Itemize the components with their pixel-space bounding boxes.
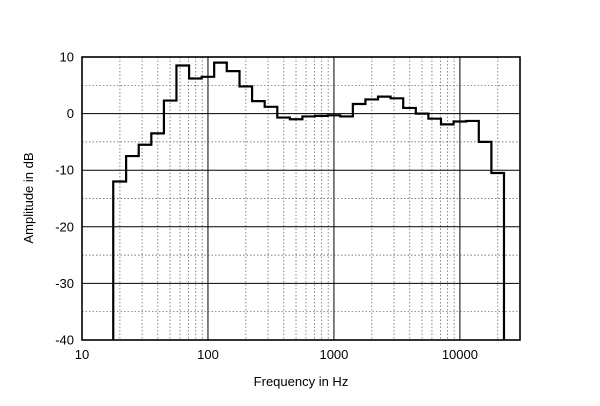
plot-frame: [81, 56, 521, 341]
y-axis-title: Amplitude in dB: [21, 152, 36, 243]
y-tick-labels: 10 0 -10 -20 -30 -40: [55, 50, 74, 348]
response-step-line: [112, 61, 506, 340]
x-axis-title: Frequency in Hz: [254, 374, 349, 389]
x-tick-label: 100: [197, 347, 219, 362]
y-tick-label: -30: [55, 276, 74, 291]
y-tick-label: -10: [55, 163, 74, 178]
y-tick-label: 0: [67, 106, 74, 121]
y-tick-label: 10: [60, 50, 74, 65]
y-tick-label: -20: [55, 219, 74, 234]
x-tick-label: 1000: [319, 347, 348, 362]
x-tick-label: 10000: [442, 347, 478, 362]
series-layer: [112, 61, 506, 340]
y-tick-label: -40: [55, 333, 74, 348]
x-tick-label: 10: [75, 347, 89, 362]
x-tick-labels: 10 100 1000 10000: [75, 347, 478, 362]
grid-layer: [82, 57, 520, 340]
